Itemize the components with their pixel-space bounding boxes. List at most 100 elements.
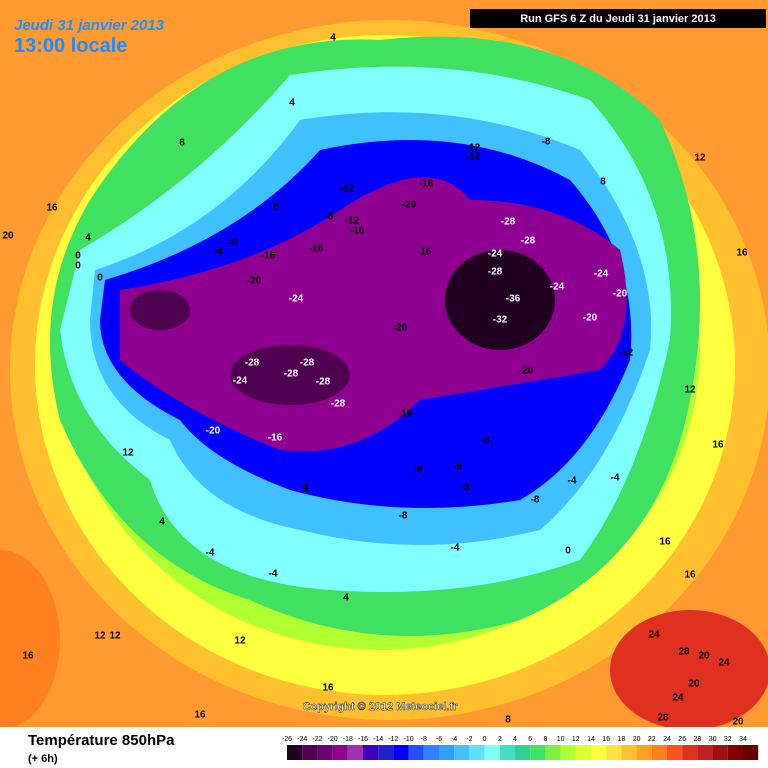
contour-label: -28 (316, 377, 331, 388)
contour-label: -28 (245, 358, 260, 369)
contour-label: -8 (531, 495, 540, 506)
contour-label: -24 (289, 294, 304, 305)
colorbar-tick-label: 34 (739, 736, 747, 743)
colorbar-tick-label: -8 (421, 736, 427, 743)
contour-label: -16 (350, 226, 365, 237)
colorbar-tick-label: 18 (618, 736, 626, 743)
colorbar-swatch (575, 745, 591, 760)
colorbar-swatch (545, 745, 561, 760)
contour-label: -16 (419, 179, 434, 190)
colorbar-tick-label: 30 (709, 736, 717, 743)
colorbar-swatch (408, 745, 424, 760)
contour-label: -16 (398, 409, 413, 420)
colorbar-tick-label: 0 (483, 736, 487, 743)
footer-title: Température 850hPa (28, 732, 175, 749)
contour-label: 24 (718, 658, 730, 669)
colorbar-swatch (515, 745, 531, 760)
colorbar-tick-label: 22 (648, 736, 656, 743)
contour-label: -12 (345, 216, 360, 227)
colorbar-swatch (484, 745, 500, 760)
contour-label: 12 (684, 385, 696, 396)
contour-label: 12 (694, 153, 706, 164)
colorbar-tick-label: -10 (404, 736, 414, 743)
run-label: Run GFS 6 Z du Jeudi 31 janvier 2013 (520, 13, 716, 25)
footer-lead: (+ 6h) (28, 753, 58, 765)
colorbar-swatch (332, 745, 348, 760)
contour-label: -28 (284, 369, 299, 380)
contour-label: 16 (712, 440, 724, 451)
contour-label: -16 (261, 251, 276, 262)
colorbar-tick-label: 26 (678, 736, 686, 743)
contour-label: 24 (672, 693, 684, 704)
colorbar-swatch (393, 745, 409, 760)
colorbar-swatch (621, 745, 637, 760)
colorbar-tick-label: 14 (587, 736, 595, 743)
colorbar: -26 -24 -22 -20 -18 -16 -14 -12 -10 -8 -6 -4 -2 0 2 4 6 8… (282, 736, 759, 760)
colorbar-swatch (469, 745, 485, 760)
contour-label: -20 (583, 313, 598, 324)
colorbar-swatch (697, 745, 713, 760)
contour-label: -4 (269, 569, 278, 580)
contour-label: 20 (688, 679, 700, 690)
colorbar-tick-label: 2 (498, 736, 502, 743)
contour-label: 0 (97, 273, 103, 284)
contour-label: 4 (343, 593, 349, 604)
contour-label: -16 (417, 247, 432, 258)
colorbar-swatch (727, 745, 743, 760)
time-label: 13:00 locale (14, 35, 127, 57)
contour-label: -12 (466, 152, 481, 163)
colorbar-swatch (591, 745, 607, 760)
run-banner (470, 9, 766, 28)
colorbar-tick-label: -22 (312, 736, 322, 743)
contour-label: -8 (454, 462, 463, 473)
colorbar-tick-label: 6 (528, 736, 532, 743)
contour-label: -16 (309, 244, 324, 255)
contour-label: -4 (300, 483, 309, 494)
contour-label: -28 (331, 399, 346, 410)
contour-label: 12 (94, 631, 106, 642)
contour-label: 16 (736, 248, 748, 259)
colorbar-tick-label: -24 (297, 736, 307, 743)
contour-label: 8 (600, 177, 606, 188)
contour-label: 16 (22, 651, 34, 662)
contour-label: -8 (229, 238, 238, 249)
contour-label: -20 (393, 323, 408, 334)
colorbar-swatch (651, 745, 667, 760)
contour-label: 8 (505, 715, 511, 726)
colorbar-swatch (606, 745, 622, 760)
contour-label: -4 (568, 476, 577, 487)
contour-label: -4 (451, 543, 460, 554)
colorbar-swatch (423, 745, 439, 760)
contour-label: 16 (659, 537, 671, 548)
colorbar-tick-label: 32 (724, 736, 732, 743)
colorbar-swatch (454, 745, 470, 760)
contour-label: -12 (466, 143, 481, 154)
contour-label: -8 (399, 511, 408, 522)
colorbar-tick-label: -16 (358, 736, 368, 743)
contour-label: -8 (325, 212, 334, 223)
contour-label: -32 (493, 315, 508, 326)
contour-label: -4 (206, 548, 215, 559)
contour-label: 24 (648, 630, 660, 641)
contour-label: -28 (300, 358, 315, 369)
contour-label: -8 (481, 436, 490, 447)
colorbar-tick-label: 16 (602, 736, 610, 743)
contour-label: 0 (273, 203, 279, 214)
contour-label: -20 (247, 276, 262, 287)
contour-label: -24 (594, 269, 609, 280)
contour-label: -20 (206, 426, 221, 437)
colorbar-tick-label: -18 (343, 736, 353, 743)
contour-label: 12 (234, 636, 246, 647)
colorbar-swatch (378, 745, 394, 760)
colorbar-swatch (347, 745, 363, 760)
contour-label: 16 (322, 683, 334, 694)
colorbar-swatch (287, 745, 303, 760)
colorbar-tick-label: -2 (466, 736, 472, 743)
contour-label: 4 (85, 233, 91, 244)
colorbar-swatch (743, 745, 759, 760)
colorbar-tick-label: 4 (513, 736, 517, 743)
colorbar-swatch (530, 745, 546, 760)
contour-label: 4 (159, 517, 165, 528)
